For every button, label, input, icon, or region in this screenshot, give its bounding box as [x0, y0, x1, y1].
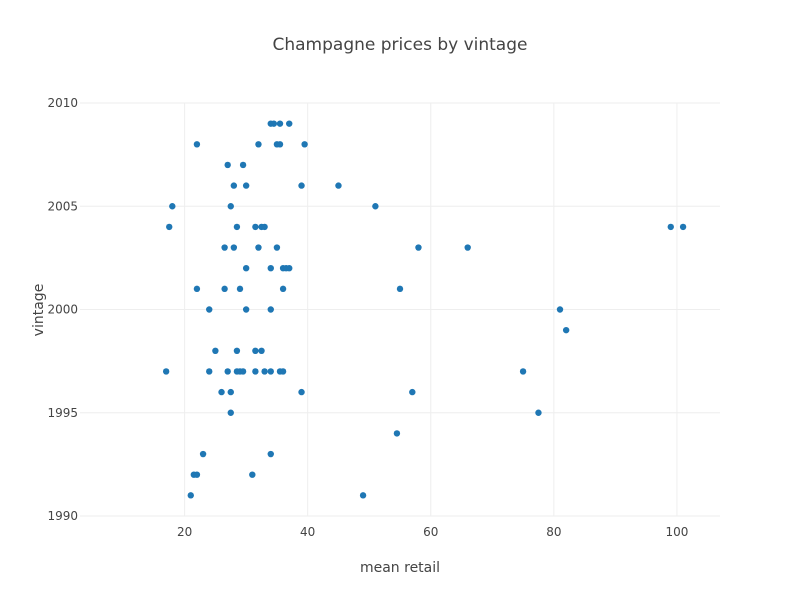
- data-point[interactable]: [562, 326, 570, 334]
- y-tick-label: 1995: [47, 406, 78, 420]
- data-point[interactable]: [224, 161, 231, 169]
- data-point[interactable]: [276, 141, 284, 148]
- y-tick-label: 2010: [47, 96, 78, 110]
- data-point[interactable]: [415, 244, 422, 251]
- data-point[interactable]: [221, 285, 228, 293]
- data-point[interactable]: [169, 203, 176, 210]
- tick-labels: 1990 1995 2000 2005 2010 20 40 60 80 100: [47, 96, 688, 539]
- data-point[interactable]: [239, 161, 247, 169]
- data-point[interactable]: [239, 368, 247, 375]
- data-point[interactable]: [258, 347, 265, 354]
- data-point[interactable]: [286, 120, 293, 127]
- data-point[interactable]: [252, 368, 259, 375]
- data-point[interactable]: [301, 141, 308, 148]
- data-point[interactable]: [227, 388, 234, 396]
- x-axis-label: mean retail: [360, 560, 440, 576]
- y-axis-label: vintage: [31, 284, 47, 337]
- chart-title: Champagne prices by vintage: [273, 35, 528, 55]
- data-point[interactable]: [298, 182, 305, 189]
- data-point[interactable]: [270, 120, 278, 127]
- gridlines: [80, 102, 720, 517]
- data-point[interactable]: [242, 265, 250, 272]
- data-point[interactable]: [276, 120, 284, 127]
- data-points: [162, 120, 687, 499]
- data-point[interactable]: [193, 141, 201, 148]
- data-point[interactable]: [261, 223, 268, 231]
- data-point[interactable]: [252, 223, 259, 231]
- data-point[interactable]: [255, 141, 262, 148]
- data-point[interactable]: [335, 182, 342, 189]
- data-point[interactable]: [359, 492, 367, 499]
- data-point[interactable]: [230, 182, 238, 189]
- x-tick-label: 100: [665, 525, 688, 539]
- data-point[interactable]: [187, 492, 194, 499]
- data-point[interactable]: [193, 285, 201, 293]
- data-point[interactable]: [255, 244, 262, 251]
- data-point[interactable]: [221, 244, 228, 251]
- data-point[interactable]: [242, 306, 250, 313]
- x-tick-label: 40: [300, 525, 315, 539]
- data-point[interactable]: [393, 430, 401, 437]
- y-tick-label: 1990: [47, 509, 78, 523]
- data-point[interactable]: [409, 388, 416, 396]
- data-point[interactable]: [556, 306, 564, 313]
- data-point[interactable]: [166, 223, 173, 231]
- y-tick-label: 2000: [47, 303, 78, 317]
- data-point[interactable]: [227, 409, 234, 416]
- data-point[interactable]: [667, 223, 674, 231]
- data-point[interactable]: [267, 306, 274, 313]
- data-point[interactable]: [464, 244, 471, 251]
- data-point[interactable]: [193, 471, 201, 478]
- data-point[interactable]: [249, 471, 256, 478]
- data-point[interactable]: [206, 368, 213, 375]
- data-point[interactable]: [212, 347, 219, 354]
- data-point[interactable]: [261, 368, 268, 375]
- data-point[interactable]: [199, 450, 207, 458]
- data-point[interactable]: [267, 265, 274, 272]
- data-point[interactable]: [242, 182, 250, 189]
- data-point[interactable]: [230, 244, 238, 251]
- data-point[interactable]: [273, 244, 281, 251]
- y-tick-label: 2005: [47, 199, 78, 213]
- data-point[interactable]: [233, 223, 241, 231]
- data-point[interactable]: [267, 450, 274, 458]
- data-point[interactable]: [535, 409, 542, 416]
- data-point[interactable]: [162, 368, 170, 375]
- data-point[interactable]: [396, 285, 404, 293]
- x-tick-label: 80: [546, 525, 561, 539]
- data-point[interactable]: [286, 265, 293, 272]
- data-point[interactable]: [679, 223, 687, 231]
- data-point[interactable]: [252, 347, 259, 354]
- data-point[interactable]: [372, 203, 379, 210]
- data-point[interactable]: [267, 368, 274, 375]
- data-point[interactable]: [227, 203, 234, 210]
- data-point[interactable]: [519, 368, 527, 375]
- data-point[interactable]: [218, 388, 225, 396]
- data-point[interactable]: [279, 285, 287, 293]
- data-point[interactable]: [279, 368, 287, 375]
- x-tick-label: 20: [177, 525, 192, 539]
- data-point[interactable]: [233, 347, 241, 354]
- data-point[interactable]: [298, 388, 305, 396]
- data-point[interactable]: [206, 306, 213, 313]
- data-point[interactable]: [236, 285, 244, 293]
- data-point[interactable]: [224, 368, 231, 375]
- x-tick-label: 60: [423, 525, 438, 539]
